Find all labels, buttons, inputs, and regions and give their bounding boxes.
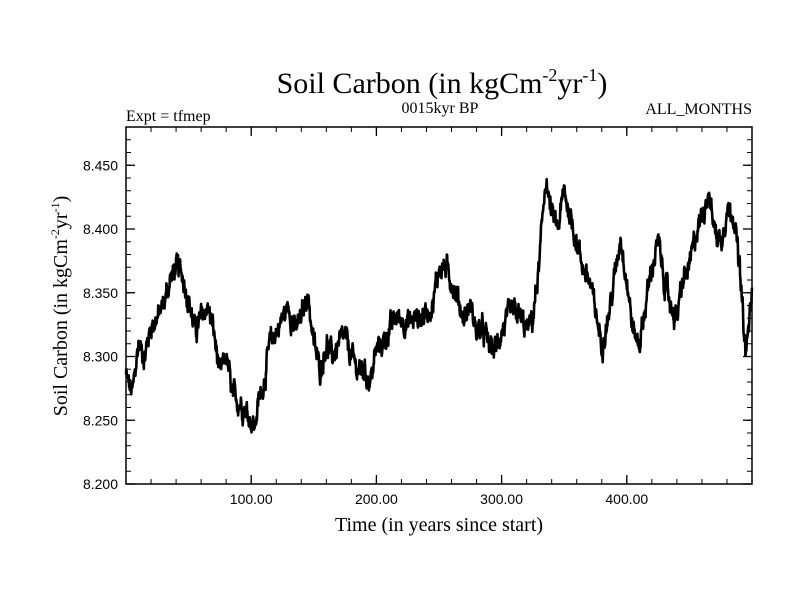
y-tick-label: 8.250 [83,412,118,428]
chart-title-sup1: -2 [542,65,557,85]
x-tick-label: 100.00 [230,491,273,507]
y-axis-label-sup2: -1 [48,202,62,212]
y-tick-label: 8.400 [83,221,118,237]
series-line-soil-carbon [124,177,754,434]
y-axis: 8.200 8.250 8.300 8.350 8.400 8.450 [83,126,752,492]
y-tick-label: 8.200 [83,476,118,492]
period-label: 0015kyr BP [402,100,479,117]
experiment-label: Expt = tfmep [126,108,211,125]
y-axis-label-text: Soil Carbon (in kgCm [50,239,72,417]
plot-frame [125,126,753,485]
y-axis-label-sup1: -2 [48,229,62,239]
y-tick-label: 8.450 [83,157,118,173]
chart-title-end: ) [597,67,607,100]
y-axis-label-mid: yr [50,212,72,229]
chart-title-sup2: -1 [582,65,597,85]
x-tick-label: 400.00 [605,491,648,507]
x-tick-label: 200.00 [355,491,398,507]
y-axis-label: Soil Carbon (in kgCm-2yr-1) [48,196,72,417]
months-label: ALL_MONTHS [645,101,752,118]
y-axis-label-end: ) [50,196,72,203]
chart-title: Soil Carbon (in kgCm-2yr-1) [277,65,608,100]
x-axis: 100.00 200.00 300.00 400.00 [125,127,753,507]
y-tick-label: 8.300 [83,349,118,365]
y-tick-label: 8.350 [83,285,118,301]
x-tick-label: 300.00 [480,491,523,507]
chart-title-text: Soil Carbon (in kgCm [277,67,543,100]
x-axis-label: Time (in years since start) [335,514,543,536]
chart-title-mid: yr [557,67,582,100]
